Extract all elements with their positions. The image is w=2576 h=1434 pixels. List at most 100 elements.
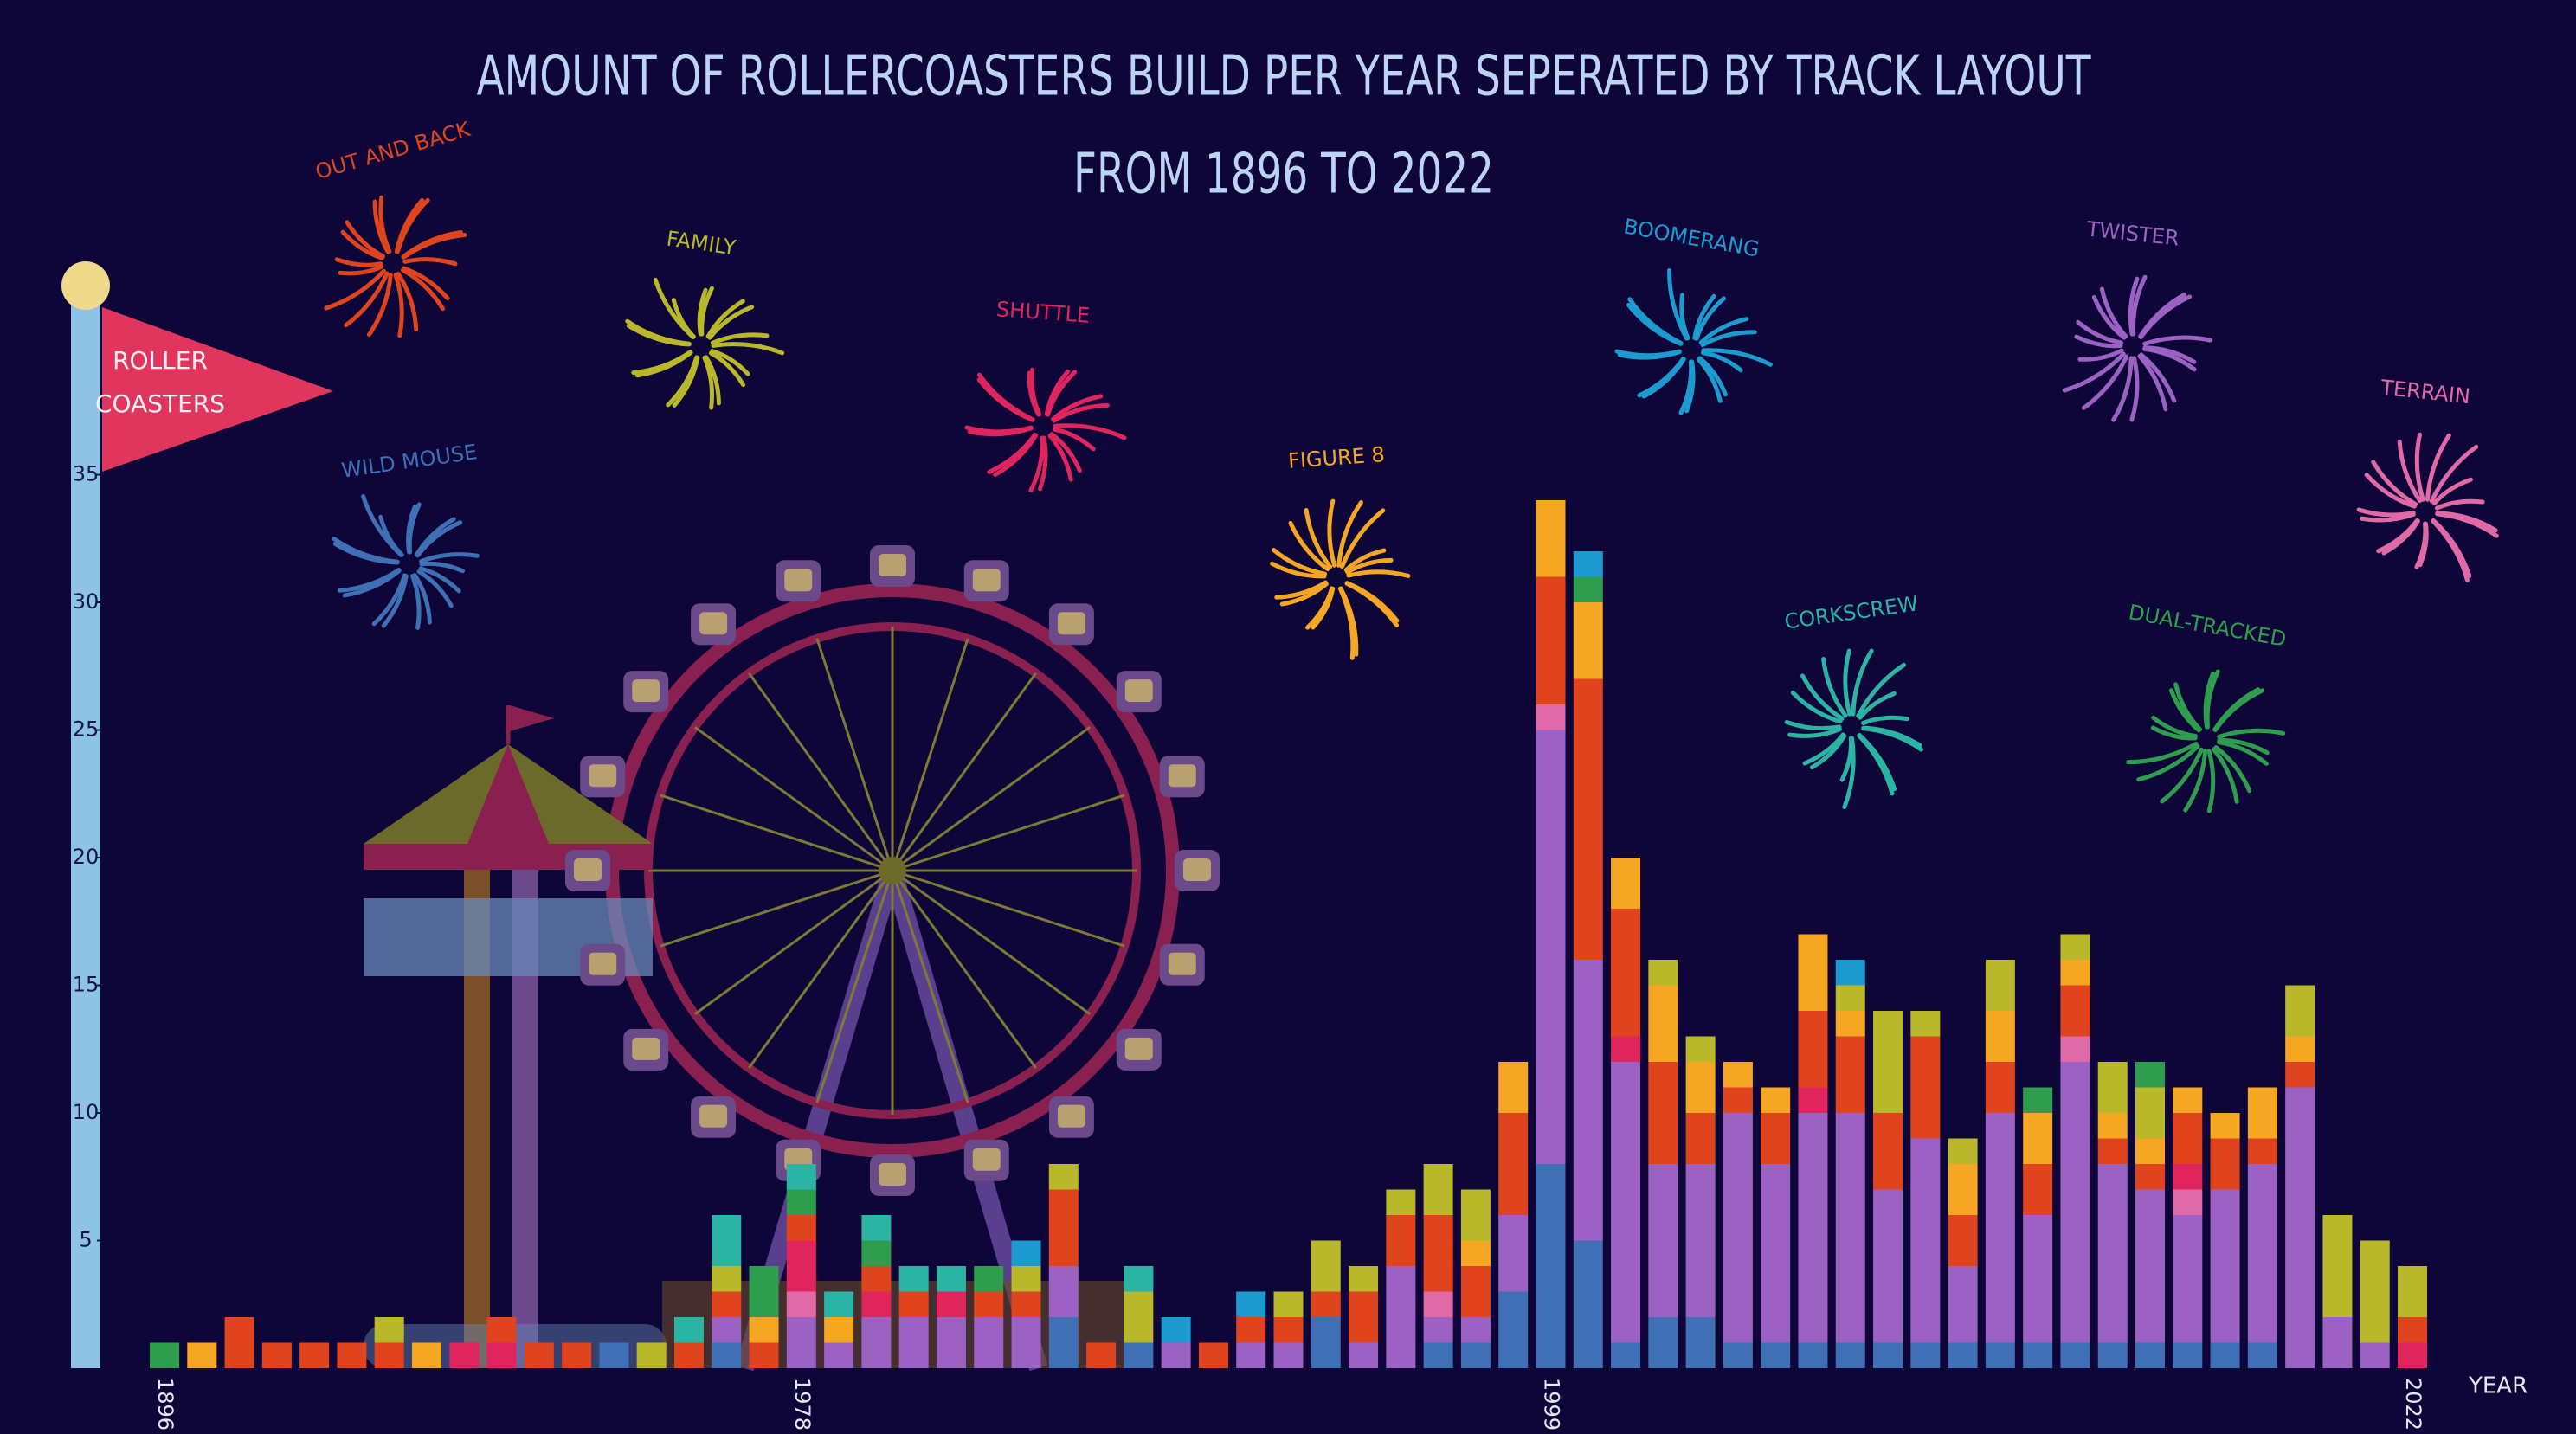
bar-segment [1910, 1011, 1941, 1037]
wheel-spoke [892, 726, 1092, 872]
bar-segment [1723, 1087, 1753, 1113]
bar-segment [449, 1342, 480, 1368]
firework-ray [1802, 732, 1845, 766]
y-axis-pole [71, 286, 100, 1368]
bar-segment [1423, 1164, 1453, 1215]
firework-ray [2081, 354, 2129, 410]
firework-ray [1692, 293, 1716, 341]
firework-ray [710, 349, 750, 376]
y-axis-label: ROLLER [113, 346, 208, 375]
bar-segment [1573, 1240, 1603, 1368]
wheel-spoke [693, 726, 893, 872]
bar-segment [2135, 1342, 2166, 1368]
bar-segment [1761, 1342, 1791, 1368]
bar-segment [1273, 1317, 1304, 1343]
bar-segment [2060, 1062, 2090, 1343]
legend-item: SHUTTLE [964, 297, 1127, 493]
bar-segment [1311, 1291, 1341, 1317]
firework-ray [378, 195, 392, 254]
firework-ray [1857, 733, 1895, 796]
firework-ray [1274, 580, 1328, 600]
bar-segment [187, 1342, 217, 1368]
gondola-window [1124, 679, 1153, 703]
bar-segment [1948, 1215, 1978, 1266]
bar-segment [2097, 1164, 2128, 1343]
bar-segment [2173, 1342, 2203, 1368]
firework-ray [1698, 317, 1749, 345]
bar-segment [1086, 1342, 1117, 1368]
bar-segment [1761, 1164, 1791, 1343]
carousel-flag [510, 705, 554, 731]
firework-ray [1839, 736, 1854, 782]
firework-ray [1790, 690, 1843, 724]
firework-ray [2414, 521, 2428, 569]
bar-segment [824, 1291, 854, 1317]
bar-segment [1460, 1266, 1491, 1317]
bar-segment [1723, 1062, 1753, 1088]
firework-ray [2160, 747, 2204, 804]
bar-segment [1273, 1342, 1304, 1368]
bar-segment [599, 1342, 629, 1368]
firework-ray [2435, 511, 2499, 538]
bar-segment [1311, 1240, 1341, 1292]
bar-segment [1573, 960, 1603, 1241]
firework-ray [2397, 439, 2423, 504]
y-tick-label: 35 [73, 462, 100, 486]
bar-segment [2097, 1113, 2128, 1139]
bar-segment [1460, 1189, 1491, 1241]
firework-ray [704, 355, 721, 406]
wheel-spoke [660, 869, 893, 948]
firework-ray [395, 197, 430, 254]
bar-segment [1498, 1291, 1529, 1368]
bar-segment [1835, 1342, 1865, 1368]
bar-segment [1910, 1036, 1941, 1139]
y-tick-label: 25 [73, 717, 100, 742]
bar-segment [2060, 934, 2090, 960]
bar-segment [524, 1342, 554, 1368]
firework-ray [705, 299, 745, 339]
bar-segment [1498, 1215, 1529, 1292]
firework-ray [977, 372, 1035, 422]
firework-ray [1340, 508, 1386, 569]
bar-segment [1873, 1189, 1903, 1343]
firework-ray [1327, 498, 1337, 568]
firework-ray [412, 573, 432, 625]
gondola-window [784, 569, 813, 592]
bar-segment [898, 1266, 929, 1292]
firework-ray [1051, 394, 1104, 421]
firework-ray [1272, 548, 1328, 576]
bar-segment [337, 1342, 367, 1368]
wheel-spokes [648, 627, 1137, 1115]
firework-ray [2356, 507, 2416, 518]
firework-ray [1678, 359, 1694, 415]
bar-segment [2285, 1087, 2315, 1368]
bar-segment [486, 1342, 517, 1368]
firework-ray [708, 350, 746, 388]
gondola-window [574, 858, 602, 881]
bar-segment [898, 1317, 929, 1368]
firework-ray [1700, 330, 1757, 348]
wheel-hub [879, 857, 906, 884]
bar-segment [1386, 1189, 1416, 1215]
firework-ray [2126, 742, 2199, 765]
wheel-spoke [891, 870, 1037, 1070]
y-tick-label: 15 [73, 973, 100, 997]
bar-segment [2023, 1215, 2053, 1343]
firework-ray [1028, 435, 1045, 493]
firework-ray [1851, 648, 1874, 717]
bar-segment [1536, 1164, 1566, 1368]
bar-segment [861, 1317, 892, 1368]
bar-segment [1011, 1240, 1041, 1266]
bar-segment [1573, 678, 1603, 960]
bar-segment [1423, 1317, 1453, 1343]
bar-segment [786, 1164, 816, 1190]
bar-segment [1423, 1291, 1453, 1317]
bar-segment [673, 1342, 704, 1368]
bar-segment [1573, 551, 1603, 577]
bar-segment [1124, 1342, 1154, 1368]
y-tick-label: 10 [73, 1100, 100, 1124]
firework-ray [2077, 348, 2124, 362]
wheel-spoke [891, 672, 1037, 871]
bar-segment [2135, 1138, 2166, 1164]
firework-ray [2434, 498, 2485, 511]
